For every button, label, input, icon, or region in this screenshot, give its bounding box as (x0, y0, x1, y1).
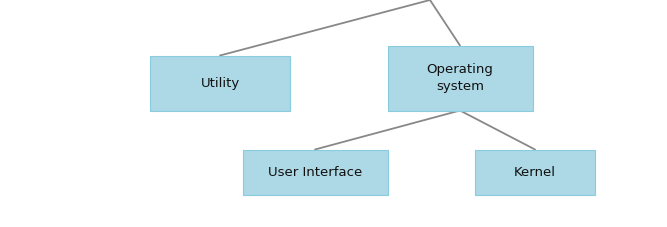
Text: Operating
system: Operating system (427, 63, 494, 93)
FancyBboxPatch shape (475, 150, 595, 195)
Text: Utility: Utility (200, 76, 239, 89)
Text: Kernel: Kernel (514, 165, 556, 178)
FancyBboxPatch shape (388, 45, 532, 111)
Text: User Interface: User Interface (268, 165, 362, 178)
FancyBboxPatch shape (243, 150, 388, 195)
FancyBboxPatch shape (150, 55, 290, 111)
